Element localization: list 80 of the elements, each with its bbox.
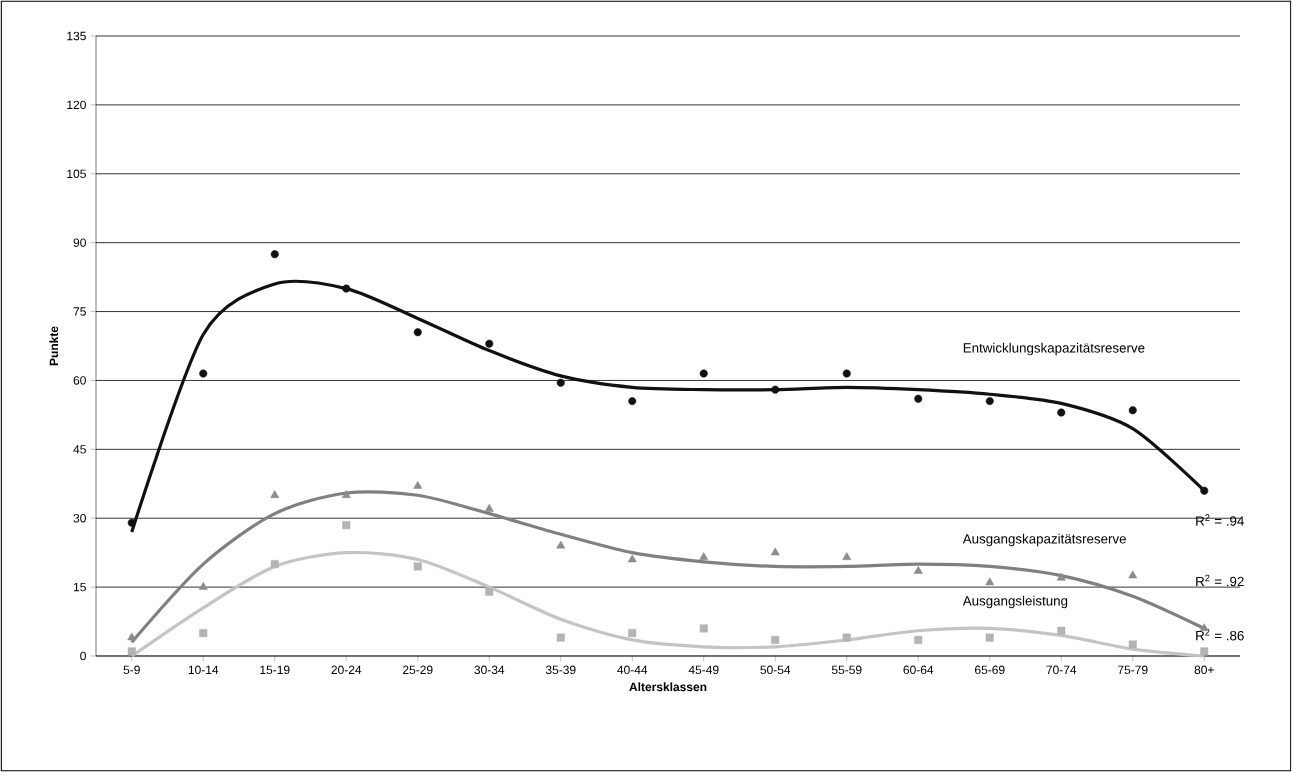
point (1057, 408, 1066, 417)
point (699, 552, 709, 560)
point (127, 518, 136, 527)
y-tick-label: 90 (73, 238, 86, 247)
point (1057, 626, 1066, 635)
text: Entwicklungskapazitätsreserve (963, 342, 1145, 356)
x-tick-label: 35-39 (545, 665, 576, 675)
annotation: R$^{2}$ = .94 (1196, 514, 1244, 526)
point (1128, 406, 1137, 415)
point (1056, 572, 1066, 581)
point (556, 633, 565, 642)
point (628, 629, 637, 638)
point (771, 385, 780, 394)
point (341, 490, 351, 498)
y-tick-label: 30 (73, 513, 86, 523)
point (985, 397, 994, 406)
y-tick-label: 105 (67, 169, 86, 179)
point (1200, 647, 1209, 656)
point (628, 397, 637, 406)
point (914, 635, 923, 644)
point (556, 540, 566, 549)
y-axis-title: Punkte (49, 326, 59, 366)
y-tick-label: 75 (73, 307, 86, 316)
x-tick-label: 40-44 (617, 665, 648, 675)
point (485, 339, 494, 348)
x-tick-label: 55-59 (831, 665, 862, 675)
point (413, 328, 422, 337)
annotation: R$^{2}$ = .92 (1196, 574, 1244, 587)
x-tick-label: 20-24 (331, 665, 362, 675)
x-tick-label: 60-64 (903, 665, 934, 675)
point (556, 378, 565, 387)
series-label: Ausgangsleistung (962, 595, 1068, 609)
x-tick-label: 45-49 (688, 665, 719, 675)
point (1128, 570, 1138, 579)
x-tick-label: 5-9 (123, 665, 140, 675)
point (699, 624, 708, 633)
point (1200, 486, 1209, 495)
point (485, 587, 494, 596)
y-tick-label: 0 (80, 651, 86, 661)
x-tick-label: 10-14 (188, 665, 219, 675)
point (985, 633, 994, 642)
x-tick-label: 65-69 (975, 665, 1005, 675)
y-tick-label: 15 (73, 582, 86, 592)
y-tick-label: 45 (73, 445, 86, 454)
x-tick-label: 70-74 (1046, 665, 1077, 675)
point (842, 369, 851, 378)
point (199, 369, 208, 378)
point (842, 633, 851, 642)
y-tick-label: 120 (67, 100, 86, 110)
point (199, 629, 208, 638)
point (770, 547, 780, 556)
point (342, 521, 351, 530)
point (270, 560, 279, 569)
point (627, 554, 637, 563)
point (413, 562, 422, 571)
point (985, 577, 995, 586)
point (699, 369, 708, 378)
x-tick-label: 15-19 (260, 665, 290, 675)
point (413, 481, 423, 489)
point (1128, 640, 1137, 649)
y-tick-label: 60 (73, 376, 86, 385)
point (842, 552, 852, 560)
y-tick-label: 135 (67, 31, 86, 41)
point (270, 250, 279, 259)
point (127, 632, 137, 641)
x-tick-label: 50-54 (760, 665, 791, 675)
point (913, 565, 923, 574)
point (127, 647, 136, 656)
x-tick-label: 75-79 (1118, 665, 1148, 675)
point (914, 394, 923, 403)
point (198, 582, 208, 590)
point (342, 284, 351, 293)
point (270, 490, 280, 498)
point (484, 503, 494, 512)
x-axis-title: Altersklassen (629, 682, 707, 692)
x-tick-label: 25-29 (403, 665, 433, 675)
series-label: Ausgangskapazitätsreserve (962, 533, 1126, 547)
x-tick-label: 30-34 (474, 665, 505, 675)
x-tick-label: 80+ (1194, 665, 1214, 675)
point (771, 635, 780, 644)
